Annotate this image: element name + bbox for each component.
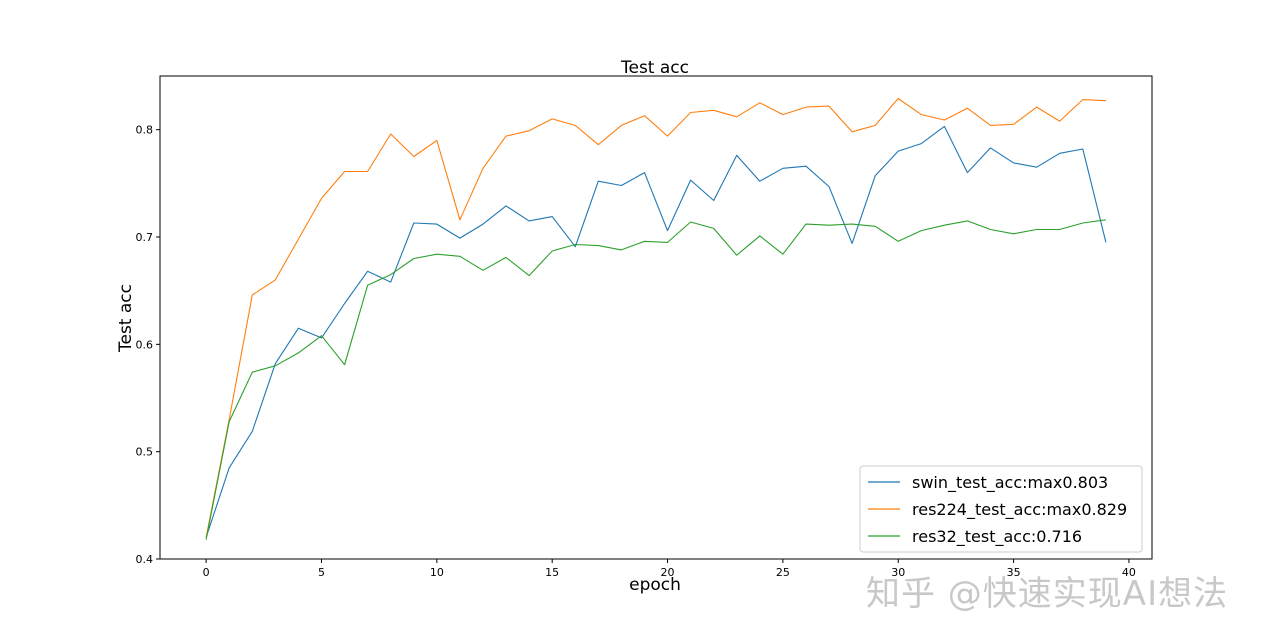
y-tick-label: 0.4 — [136, 553, 154, 566]
y-tick-label: 0.5 — [136, 446, 154, 459]
x-tick-label: 15 — [545, 566, 559, 579]
axis-ticks: 0 5 10 15 20 25 30 35 40 0.4 0.5 0.6 0.7 0.8 — [136, 124, 1136, 579]
chart-title: Test acc — [620, 58, 689, 78]
legend: swin_test_acc:max0.803 res224_test_acc:ma… — [859, 465, 1143, 553]
series-line-2 — [205, 97, 1106, 538]
series-lines — [205, 97, 1107, 540]
x-tick-label: 40 — [1122, 566, 1136, 579]
y-tick-label: 0.8 — [136, 124, 154, 137]
x-tick-label: 20 — [661, 566, 675, 579]
x-tick-label: 25 — [776, 566, 790, 579]
legend-box — [859, 465, 1143, 553]
x-tick-label: 35 — [1007, 566, 1021, 579]
plot-frame — [159, 75, 1153, 560]
x-tick-label: 5 — [318, 566, 325, 579]
watermark: 知乎 @快速实现AI想法 — [866, 574, 1229, 614]
legend-label-2: res224_test_acc:max0.829 — [912, 500, 1127, 520]
legend-label-3: res32_test_acc:0.716 — [912, 527, 1082, 547]
x-tick-label: 10 — [430, 566, 444, 579]
y-axis-label: Test acc — [116, 284, 136, 353]
y-tick-label: 0.7 — [136, 231, 154, 244]
series-line-1 — [205, 125, 1107, 538]
legend-label-1: swin_test_acc:max0.803 — [912, 473, 1108, 493]
x-tick-label: 30 — [891, 566, 905, 579]
x-axis-label: epoch — [629, 575, 681, 595]
x-tick-label: 0 — [203, 566, 210, 579]
series-line-3 — [205, 219, 1106, 540]
y-tick-label: 0.6 — [136, 338, 154, 351]
